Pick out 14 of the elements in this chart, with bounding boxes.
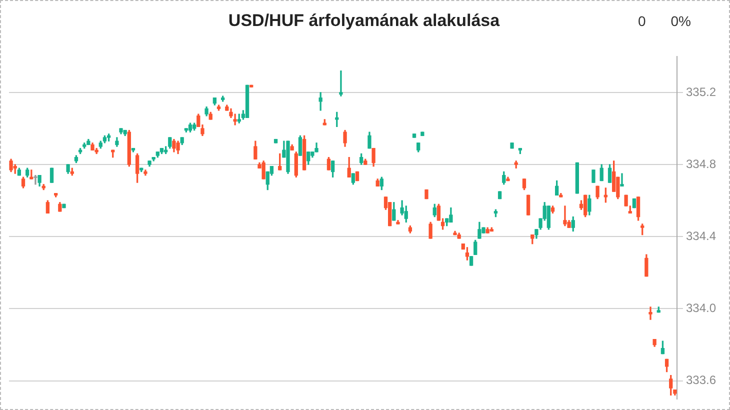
text: 0%: [670, 12, 691, 29]
candlestick: [34, 175, 38, 185]
candlestick: [339, 70, 343, 96]
y-tick-label: 335.2: [686, 84, 716, 99]
candlestick: [233, 114, 237, 126]
chart-title: USD/HUF árfolyamának alakulása: [228, 10, 500, 30]
y-tick-label: 334.8: [686, 156, 716, 171]
y-tick-label: 334.0: [686, 301, 716, 316]
candlestick: [648, 306, 652, 320]
candlestick: [620, 173, 624, 186]
candlestick: [563, 206, 567, 226]
y-tick-label: 334.4: [686, 228, 716, 243]
y-tick-label: 333.6: [686, 373, 716, 388]
text: 0: [638, 12, 646, 29]
